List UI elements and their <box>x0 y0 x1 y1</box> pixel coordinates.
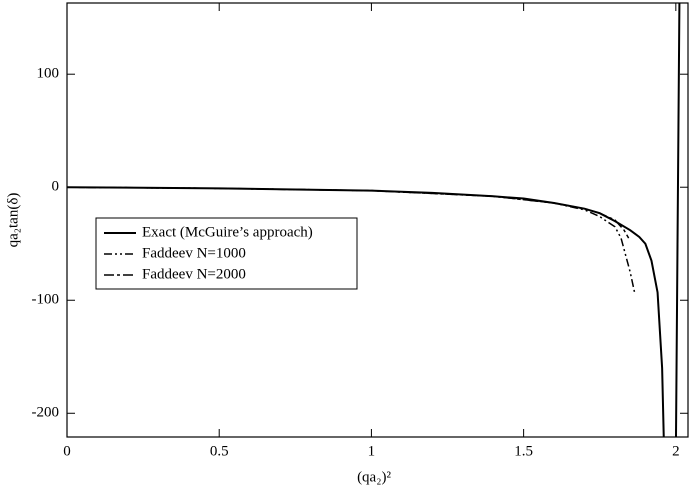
x-tick-label: 1 <box>368 443 376 459</box>
plot-area <box>67 3 681 437</box>
x-tick-label: 0 <box>63 443 71 459</box>
legend-label: Exact (McGuire’s approach) <box>142 224 313 240</box>
legend-label: Faddeev N=2000 <box>142 266 246 282</box>
x-axis-label: (qa₂)² <box>357 469 391 485</box>
y-tick-label: -100 <box>32 292 60 308</box>
legend-label: Faddeev N=1000 <box>142 245 246 261</box>
x-tick-label: 2 <box>672 443 680 459</box>
series-line <box>67 186 630 239</box>
legend-box <box>95 217 358 290</box>
x-tick-label: 1.5 <box>514 443 533 459</box>
y-tick-label: 0 <box>52 179 60 195</box>
y-tick-label: 100 <box>37 66 60 82</box>
y-tick-label: -200 <box>32 405 60 421</box>
y-axis-label: qa₂tan(δ) <box>5 193 21 248</box>
x-tick-label: 0.5 <box>210 443 229 459</box>
plot-frame <box>66 2 689 438</box>
